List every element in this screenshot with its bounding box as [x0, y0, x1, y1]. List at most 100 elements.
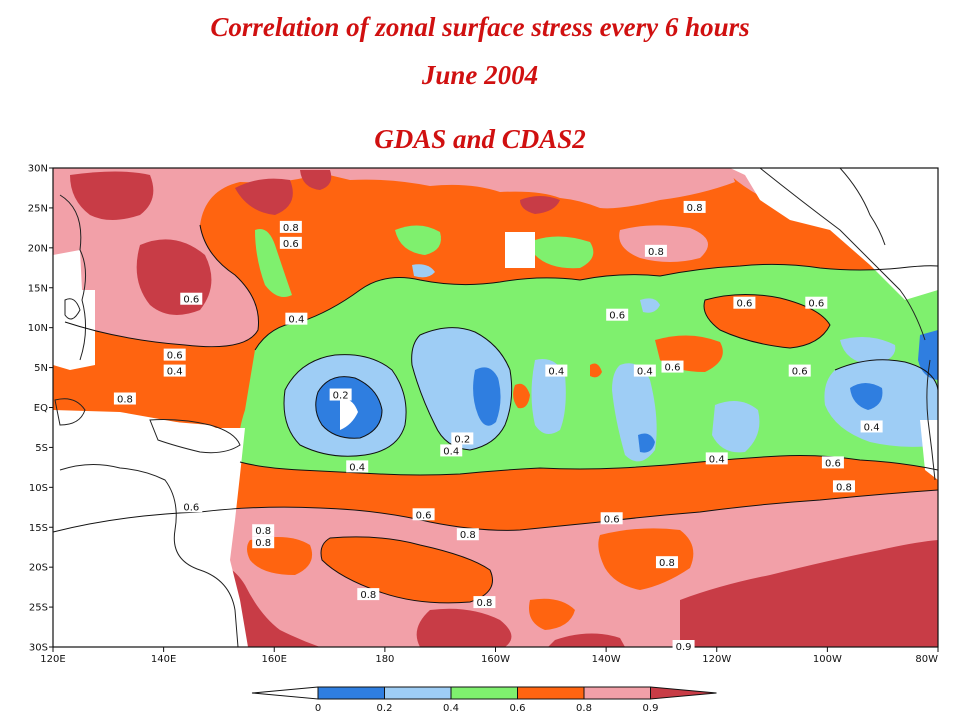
contour-labels: 0.80.80.60.80.6 0.6 0.60.60.40.60.4 0.60.4 0…: [113, 200, 883, 653]
contour-0.8-south: [53, 489, 938, 533]
lon-tick-label: 180: [375, 654, 394, 665]
contour-label: 0.4: [167, 367, 183, 378]
contour-label-bg: [252, 536, 275, 549]
colorbar-segment: [317, 686, 385, 700]
contour-0.2-west: [315, 376, 383, 439]
contour-label-bg: [606, 308, 629, 321]
colorbar-segment: [517, 686, 585, 700]
contour-label-bg: [733, 296, 756, 309]
contour-label-bg: [655, 556, 678, 569]
contour-label-bg: [252, 524, 275, 537]
title-line-1: Correlation of zonal surface stress ever…: [210, 12, 750, 42]
ltblue-east-4: [840, 336, 896, 365]
contour-label: 0.8: [648, 247, 664, 258]
green-blob-north-1: [255, 229, 292, 298]
title-line-3: GDAS and CDAS2: [374, 124, 586, 154]
contour-label: 0.4: [709, 454, 725, 465]
contour-label: 0.9: [676, 642, 692, 653]
contour-label: 0.4: [443, 446, 459, 457]
contour-label: 0.6: [167, 351, 183, 362]
north-red-3: [235, 178, 293, 215]
contour-label-bg: [346, 460, 369, 473]
lon-tick-label: 160E: [262, 654, 287, 665]
south-orange-2: [598, 528, 694, 590]
dkblue-east-1: [638, 433, 655, 453]
coast-asia: [59, 194, 86, 361]
south-red-mid: [416, 608, 512, 647]
contour-label-bg: [412, 508, 435, 521]
green-blob-north-4: [790, 270, 870, 301]
contour-label-bg: [456, 528, 479, 541]
north-pink-island: [619, 225, 708, 262]
land-new-guinea: [150, 420, 240, 460]
longitude-labels: 120E 140E 160E 180 160W 140W 120W 100W 80W: [40, 654, 938, 665]
colorbar-segment: [583, 686, 651, 700]
contour-0.4-west: [283, 354, 407, 457]
contour-label: 0.2: [454, 434, 470, 445]
north-red-5: [520, 196, 560, 214]
map-field: [53, 168, 938, 647]
colorbar-under-triangle: [251, 686, 319, 700]
north-pink-mid: [300, 168, 735, 209]
ltblue-east-2: [712, 401, 760, 453]
contour-label-bg: [279, 236, 302, 249]
contour-0.6-north: [254, 263, 938, 351]
contour-label: 0.2: [333, 391, 349, 402]
coastlines: [54, 168, 936, 647]
contour-label: 0.8: [283, 223, 299, 234]
south-red-east: [680, 540, 938, 647]
dkblue-east-2: [850, 383, 883, 410]
contour-label: 0.8: [836, 482, 852, 493]
contour-label-bg: [821, 456, 844, 469]
contour-label: 0.8: [659, 558, 675, 569]
lon-tick-label: 160W: [481, 654, 510, 665]
colorbar-label: 0.9: [643, 703, 659, 714]
contour-label: 0.8: [360, 590, 376, 601]
contour-label: 0.8: [255, 526, 271, 537]
coast-south-america: [926, 359, 936, 481]
contour-label: 0.6: [665, 363, 681, 374]
ltblue-small-1: [640, 298, 660, 313]
lon-tick-label: 140E: [151, 654, 176, 665]
lat-tick-label: 20S: [29, 563, 48, 574]
lon-tick-label: 80W: [915, 654, 938, 665]
colorbar-label: 0.8: [576, 703, 592, 714]
contour-label-bg: [644, 244, 667, 257]
contour-label: 0.6: [825, 458, 841, 469]
orange-in-green-4: [590, 363, 602, 378]
contour-label-bg: [705, 452, 728, 465]
white-west: [340, 399, 358, 430]
contour-label-bg: [440, 444, 463, 457]
lat-tick-label: EQ: [34, 403, 48, 414]
contour-label-bg: [683, 200, 706, 213]
contour-0.8-north: [64, 224, 260, 348]
land-hawaii: [505, 232, 535, 268]
colorbar-label: 0.2: [377, 703, 393, 714]
contour-label-bg: [672, 640, 695, 652]
south-orange-1: [321, 536, 493, 603]
contour-label: 0.6: [283, 239, 299, 250]
coast-australia: [59, 464, 239, 647]
contour-label: 0.4: [637, 367, 653, 378]
coast-baja: [839, 168, 886, 246]
contour-label-bg: [600, 512, 623, 525]
coast-americas: [759, 168, 926, 341]
ltblue-mid-2: [531, 359, 566, 434]
contour-0.4-east: [834, 359, 938, 391]
lon-tick-label: 140W: [592, 654, 621, 665]
contour-label: 0.4: [288, 315, 304, 326]
colorbar: 0 0.2 0.4 0.6 0.8 0.9: [251, 686, 717, 714]
contour-label: 0.4: [349, 462, 365, 473]
contour-label-bg: [113, 392, 136, 405]
contour-label: 0.6: [604, 514, 620, 525]
contour-label-bg: [661, 360, 684, 373]
contour-label: 0.8: [255, 538, 271, 549]
contour-label-bg: [180, 292, 203, 305]
contour-label-bg: [633, 364, 656, 377]
ltblue-east-3: [824, 359, 938, 447]
title-line-2: June 2004: [421, 60, 539, 90]
contour-label: 0.6: [792, 367, 808, 378]
colorbar-segment: [450, 686, 518, 700]
lat-tick-label: 25N: [28, 203, 48, 214]
lat-tick-label: 20N: [28, 243, 48, 254]
